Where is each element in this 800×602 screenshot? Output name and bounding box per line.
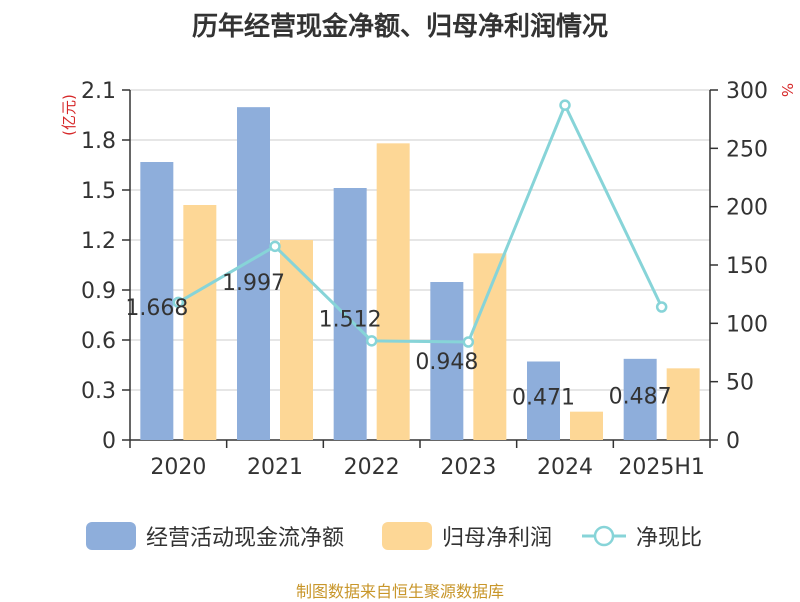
data-label-cashflow: 0.471 [512, 386, 575, 411]
x-tick-label: 2022 [344, 455, 400, 480]
left-tick-label: 0.9 [81, 279, 116, 304]
left-tick-label: 1.2 [81, 229, 116, 254]
point-cash-ratio [269, 240, 281, 253]
legend-item-cash-ratio[interactable]: 净现比 [582, 516, 702, 556]
data-label-cashflow: 1.512 [319, 308, 382, 333]
legend-swatch-net-profit [382, 522, 432, 550]
bar-net-profit [666, 368, 700, 440]
legend-item-cashflow[interactable]: 经营活动现金流净额 [86, 516, 344, 556]
bar-cashflow [527, 361, 560, 440]
left-axis-unit: (亿元) [60, 94, 78, 136]
point-cash-ratio [172, 296, 185, 309]
source-note: 制图数据来自恒生聚源数据库 [295, 582, 504, 601]
left-tick-label: 1.5 [81, 179, 116, 204]
bar-net-profit [473, 253, 507, 440]
right-axis-unit: % [778, 83, 796, 97]
legend: 经营活动现金流净额 归母净利润 净现比 [0, 516, 800, 556]
bar-net-profit [570, 411, 603, 440]
legend-label-net-profit: 归母净利润 [442, 526, 553, 551]
legend-line-marker [593, 525, 615, 547]
bar-net-profit [280, 240, 313, 440]
data-label-cashflow: 1.668 [125, 296, 188, 321]
point-cash-ratio [462, 336, 475, 348]
x-tick-label: 2021 [247, 455, 303, 480]
bar-cashflow [237, 107, 270, 441]
left-tick-label: 0.6 [81, 329, 116, 354]
left-tick-label: 2.1 [81, 79, 116, 104]
legend-swatch-cashflow [86, 522, 136, 550]
legend-item-net-profit[interactable]: 归母净利润 [382, 516, 552, 556]
x-tick-label: 2024 [537, 455, 593, 480]
left-tick-label: 0 [102, 429, 116, 454]
line-cash-ratio [177, 101, 664, 344]
bar-cashflow [140, 162, 174, 440]
data-label-cashflow: 0.948 [415, 350, 478, 375]
right-tick-label: 200 [726, 196, 768, 221]
right-tick-label: 250 [726, 137, 768, 162]
bar-net-profit [376, 143, 410, 441]
point-cash-ratio [559, 99, 571, 111]
right-tick-label: 0 [726, 429, 740, 454]
point-cash-ratio [365, 335, 378, 347]
data-label-cashflow: 1.997 [222, 271, 285, 296]
x-tick-label: 2025H1 [618, 455, 705, 480]
bar-net-profit [183, 205, 217, 440]
left-tick-label: 1.8 [81, 129, 116, 154]
legend-label-cashflow: 经营活动现金流净额 [146, 526, 345, 551]
x-tick-label: 2020 [150, 455, 206, 480]
bar-cashflow [333, 188, 367, 440]
x-tick-label: 2023 [440, 455, 496, 480]
bar-cashflow [623, 358, 657, 440]
legend-line-cash-ratio [582, 522, 626, 550]
left-tick-label: 0.3 [81, 379, 116, 404]
point-cash-ratio [655, 301, 668, 313]
bar-cashflow [430, 282, 464, 440]
right-tick-label: 150 [726, 254, 768, 279]
right-tick-label: 300 [726, 79, 768, 104]
legend-label-cash-ratio: 净现比 [636, 526, 703, 551]
data-label-cashflow: 0.487 [609, 384, 672, 409]
right-tick-label: 50 [726, 371, 754, 396]
chart-title: 历年经营现金净额、归母净利润情况 [191, 12, 608, 42]
right-tick-label: 100 [726, 312, 768, 337]
